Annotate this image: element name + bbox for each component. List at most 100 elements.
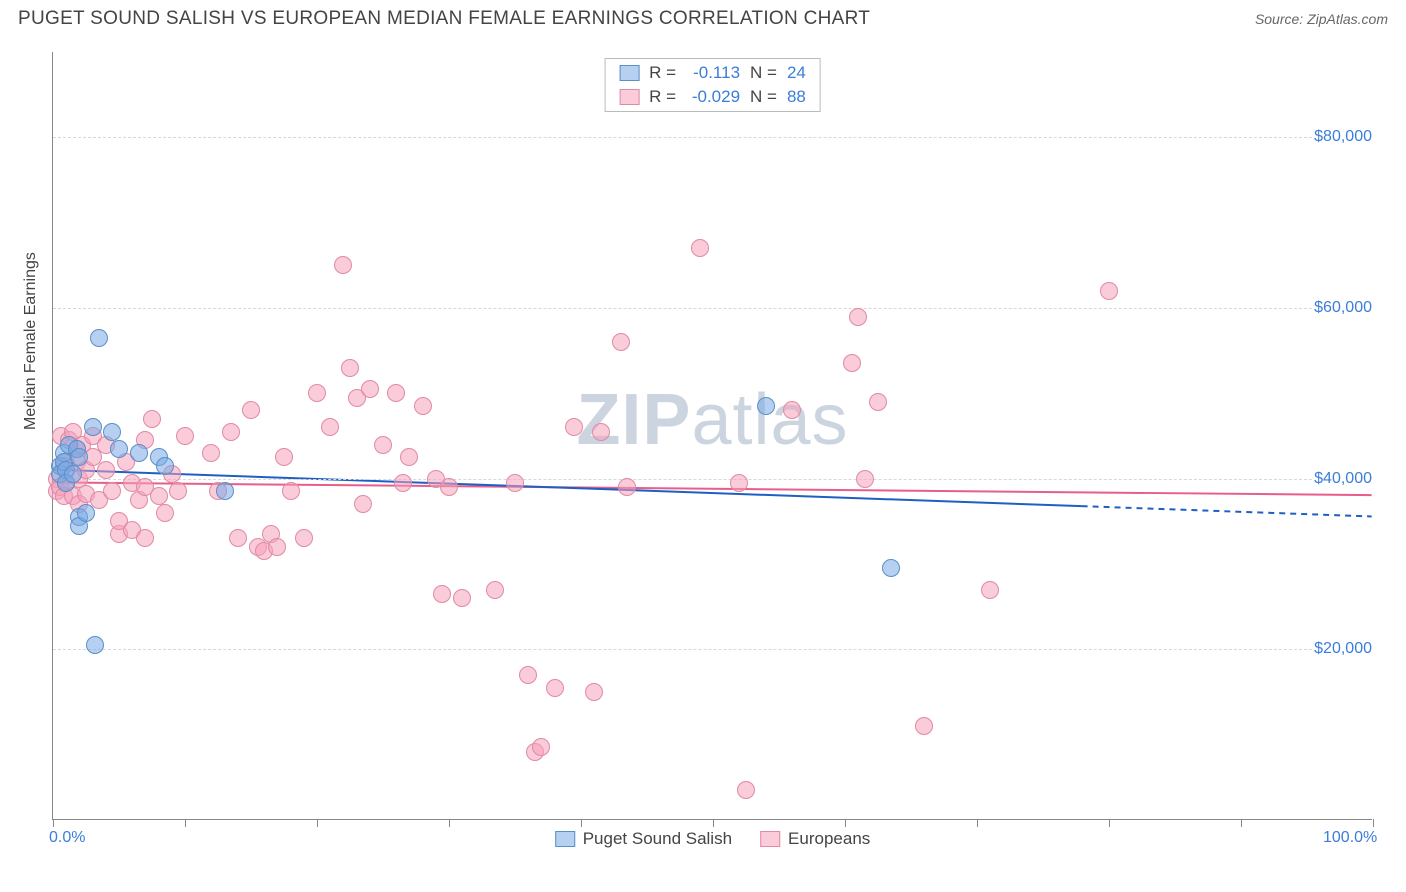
salish-point <box>84 418 102 436</box>
europeans-point <box>176 427 194 445</box>
europeans-point <box>374 436 392 454</box>
europeans-point <box>341 359 359 377</box>
chart-plot-area: ZIPatlas R = -0.113 N = 24 R = -0.029 N … <box>52 52 1372 820</box>
europeans-point <box>506 474 524 492</box>
legend-swatch-europeans <box>619 89 639 105</box>
x-tick <box>1241 819 1242 827</box>
salish-point <box>110 440 128 458</box>
legend-swatch-salish <box>555 831 575 847</box>
x-tick <box>581 819 582 827</box>
gridline <box>53 479 1372 480</box>
europeans-point <box>202 444 220 462</box>
y-tick-label: $40,000 <box>1312 470 1374 488</box>
europeans-point <box>433 585 451 603</box>
x-tick <box>449 819 450 827</box>
europeans-point <box>453 589 471 607</box>
trend-lines <box>53 52 1372 819</box>
y-tick-label: $80,000 <box>1312 128 1374 146</box>
europeans-point <box>282 482 300 500</box>
salish-point <box>216 482 234 500</box>
salish-point <box>757 397 775 415</box>
x-tick <box>185 819 186 827</box>
europeans-point <box>394 474 412 492</box>
europeans-point <box>242 401 260 419</box>
x-tick <box>53 819 54 827</box>
salish-point <box>64 465 82 483</box>
europeans-point <box>618 478 636 496</box>
legend-swatch-europeans <box>760 831 780 847</box>
source-attribution: Source: ZipAtlas.com <box>1255 11 1388 27</box>
europeans-point <box>737 781 755 799</box>
salish-point <box>77 504 95 522</box>
europeans-point <box>849 308 867 326</box>
europeans-point <box>783 401 801 419</box>
europeans-point <box>229 529 247 547</box>
europeans-point <box>843 354 861 372</box>
legend-row-salish: R = -0.113 N = 24 <box>605 61 820 85</box>
europeans-point <box>592 423 610 441</box>
europeans-point <box>156 504 174 522</box>
salish-point <box>90 329 108 347</box>
y-tick-label: $20,000 <box>1312 640 1374 658</box>
europeans-point <box>869 393 887 411</box>
europeans-point <box>585 683 603 701</box>
legend-item-europeans: Europeans <box>760 829 870 849</box>
salish-point <box>156 457 174 475</box>
x-tick <box>845 819 846 827</box>
watermark: ZIPatlas <box>576 379 848 461</box>
series-legend: Puget Sound Salish Europeans <box>555 829 871 849</box>
europeans-point <box>856 470 874 488</box>
x-tick-label: 100.0% <box>1323 829 1377 847</box>
europeans-point <box>981 581 999 599</box>
europeans-point <box>321 418 339 436</box>
europeans-point <box>414 397 432 415</box>
salish-point <box>882 559 900 577</box>
europeans-point <box>565 418 583 436</box>
europeans-point <box>150 487 168 505</box>
x-tick <box>1373 819 1374 827</box>
europeans-point <box>222 423 240 441</box>
y-tick-label: $60,000 <box>1312 299 1374 317</box>
x-tick <box>713 819 714 827</box>
correlation-legend: R = -0.113 N = 24 R = -0.029 N = 88 <box>604 58 821 112</box>
europeans-point <box>519 666 537 684</box>
europeans-point <box>730 474 748 492</box>
legend-row-europeans: R = -0.029 N = 88 <box>605 85 820 109</box>
europeans-point <box>334 256 352 274</box>
europeans-point <box>308 384 326 402</box>
salish-point <box>130 444 148 462</box>
europeans-point <box>143 410 161 428</box>
y-axis-title: Median Female Earnings <box>22 252 40 430</box>
europeans-point <box>387 384 405 402</box>
europeans-point <box>691 239 709 257</box>
legend-swatch-salish <box>619 65 639 81</box>
salish-point <box>103 423 121 441</box>
europeans-point <box>361 380 379 398</box>
europeans-point <box>295 529 313 547</box>
legend-item-salish: Puget Sound Salish <box>555 829 732 849</box>
europeans-point <box>354 495 372 513</box>
gridline <box>53 308 1372 309</box>
salish-point <box>86 636 104 654</box>
europeans-point <box>915 717 933 735</box>
chart-title: PUGET SOUND SALISH VS EUROPEAN MEDIAN FE… <box>18 8 870 30</box>
europeans-point <box>486 581 504 599</box>
europeans-point <box>440 478 458 496</box>
x-tick <box>317 819 318 827</box>
europeans-point <box>546 679 564 697</box>
europeans-point <box>612 333 630 351</box>
europeans-point <box>275 448 293 466</box>
europeans-point <box>103 482 121 500</box>
x-tick <box>1109 819 1110 827</box>
europeans-point <box>136 529 154 547</box>
europeans-point <box>97 461 115 479</box>
x-tick-label: 0.0% <box>49 829 85 847</box>
europeans-point <box>400 448 418 466</box>
gridline <box>53 137 1372 138</box>
europeans-point <box>532 738 550 756</box>
europeans-point <box>1100 282 1118 300</box>
europeans-point <box>268 538 286 556</box>
x-tick <box>977 819 978 827</box>
salish-point <box>70 448 88 466</box>
europeans-point <box>169 482 187 500</box>
